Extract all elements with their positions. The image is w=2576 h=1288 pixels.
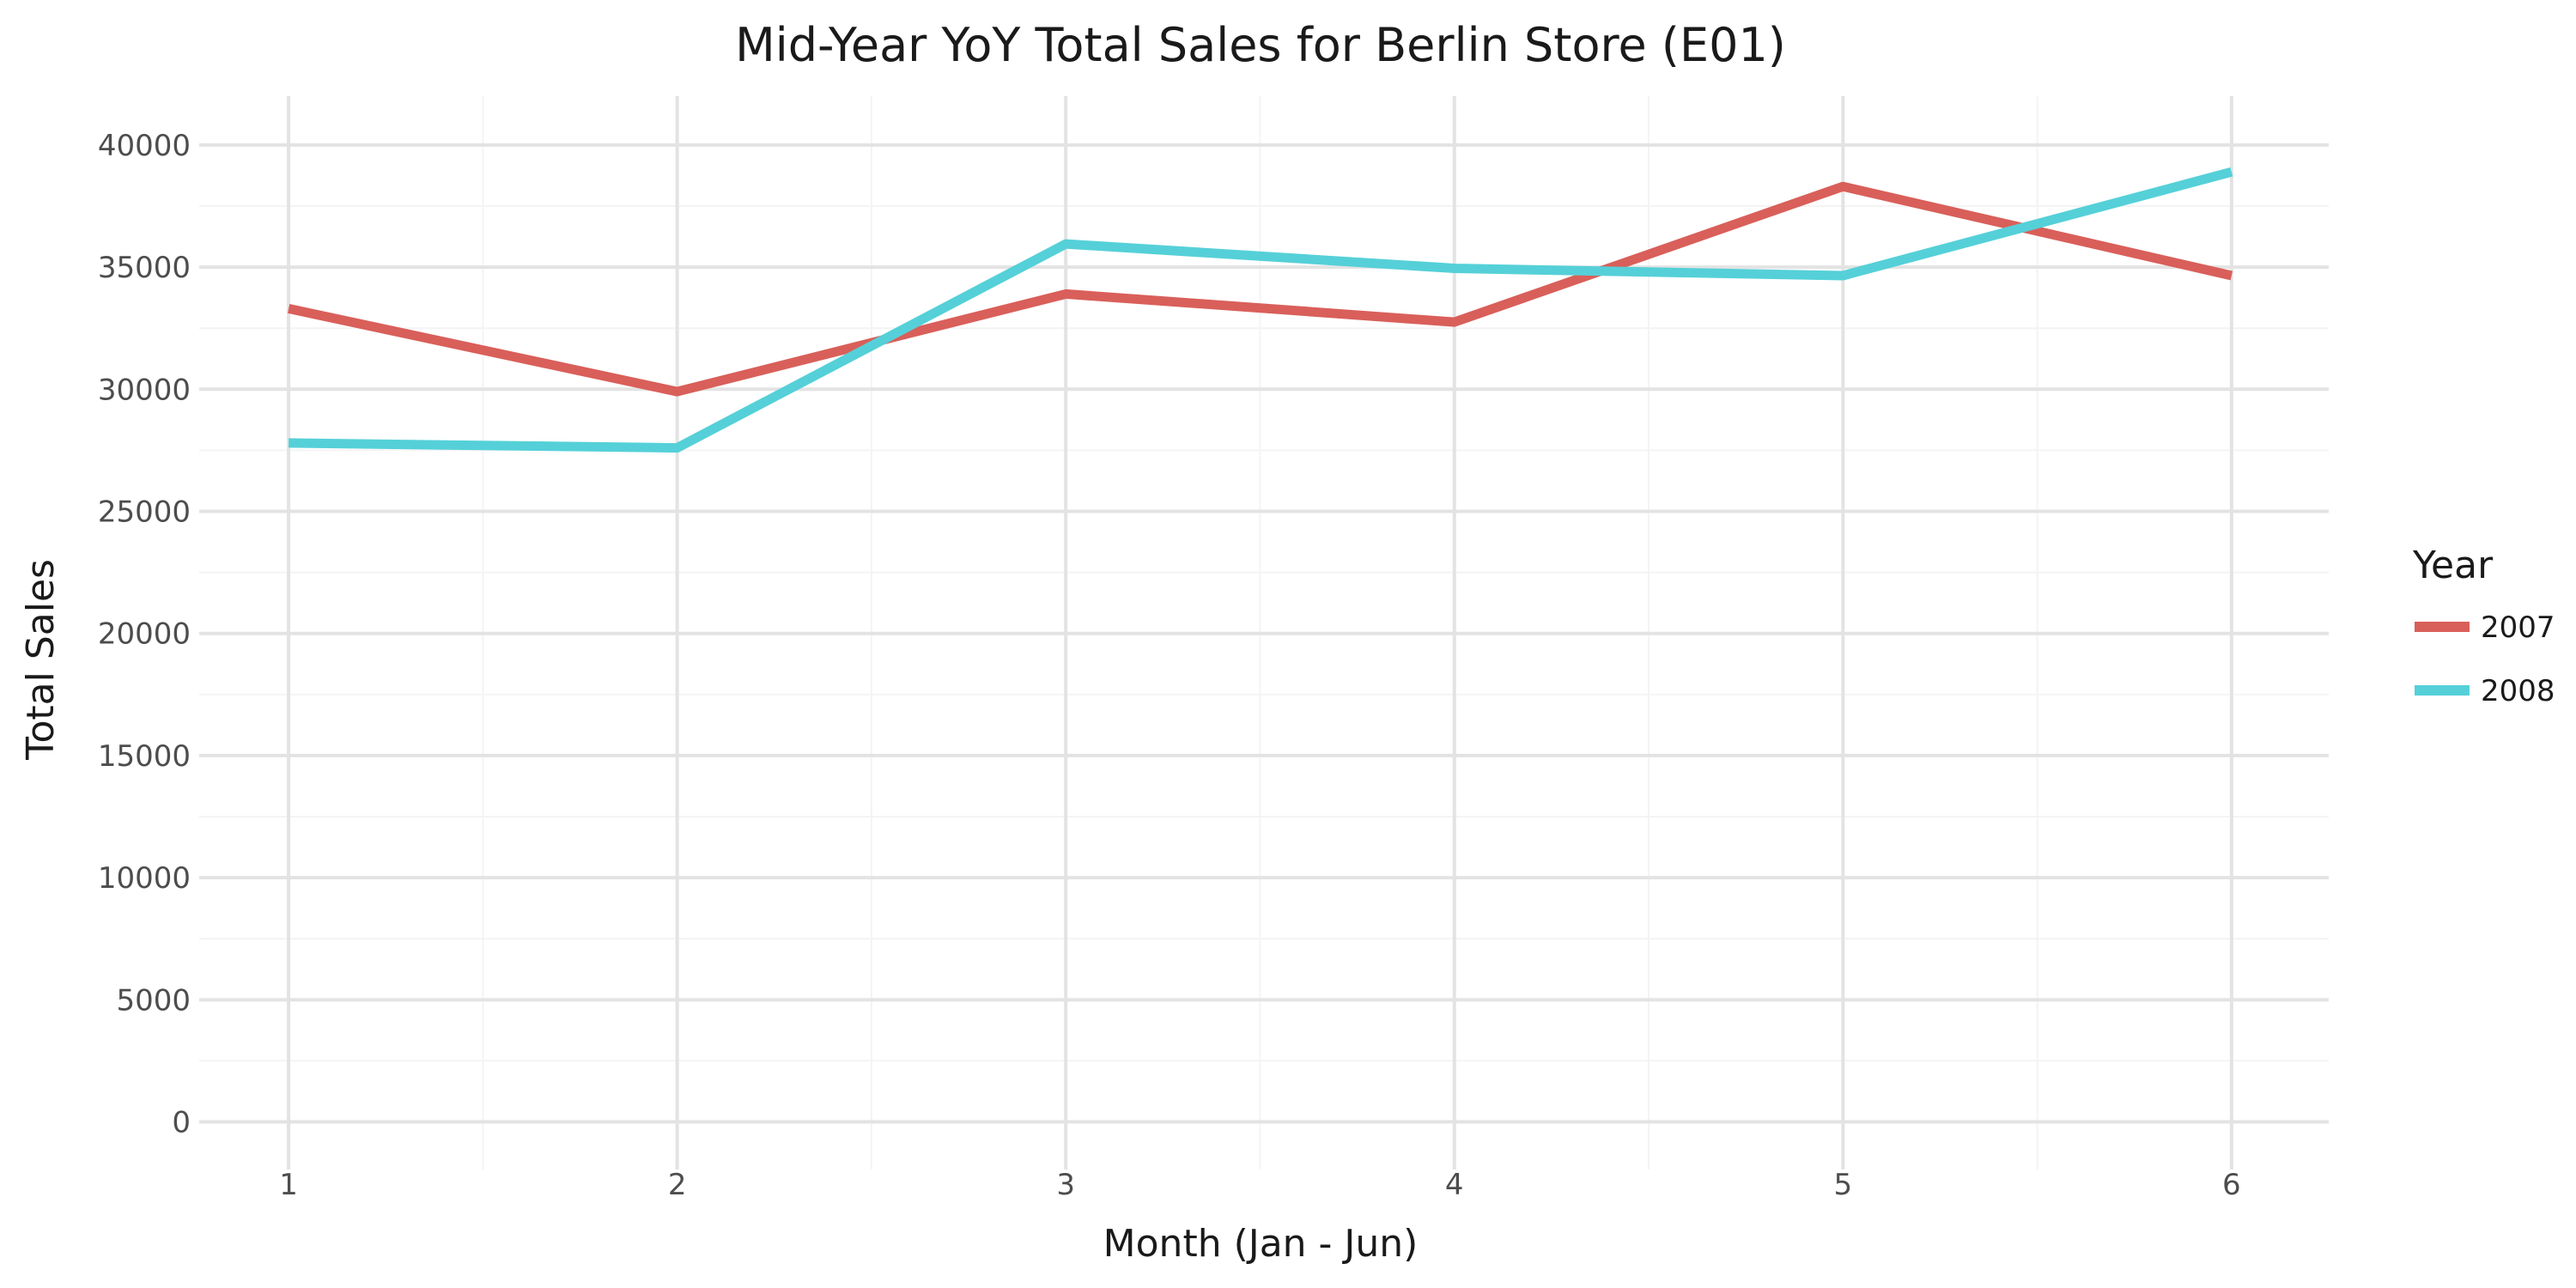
y-axis-label: Total Sales <box>19 559 63 761</box>
x-tick-label: 6 <box>2222 1168 2241 1202</box>
x-tick-label: 3 <box>1056 1168 1075 1202</box>
legend-label-2008: 2008 <box>2481 674 2555 708</box>
y-tick-label: 40000 <box>98 129 191 163</box>
legend-label-2007: 2007 <box>2481 611 2555 645</box>
y-tick-label: 30000 <box>98 373 191 407</box>
y-tick-label: 10000 <box>98 861 191 896</box>
series-line-2008 <box>289 167 2233 453</box>
y-tick-label: 35000 <box>98 251 191 285</box>
series-lines <box>287 167 2233 453</box>
legend-title: Year <box>2412 544 2494 587</box>
y-tick-label: 0 <box>172 1106 191 1140</box>
x-tick-label: 2 <box>668 1168 687 1202</box>
y-tick-label: 5000 <box>116 983 191 1018</box>
x-axis-ticks: 1 2 3 4 5 6 <box>279 1168 2240 1202</box>
x-axis-label: Month (Jan - Jun) <box>1103 1222 1419 1266</box>
y-tick-label: 25000 <box>98 495 191 530</box>
x-tick-label: 5 <box>1833 1168 1852 1202</box>
series-line-2007 <box>287 181 2233 397</box>
y-tick-label: 15000 <box>98 739 191 774</box>
y-axis-ticks: 0 5000 10000 15000 20000 25000 30000 35000 40000 <box>98 129 191 1140</box>
legend: Year 2007 2008 <box>2412 544 2555 708</box>
legend-items: 2007 2008 <box>2415 611 2555 708</box>
x-tick-label: 1 <box>279 1168 298 1202</box>
x-tick-label: 4 <box>1445 1168 1464 1202</box>
chart-title: Mid-Year YoY Total Sales for Berlin Stor… <box>735 18 1786 72</box>
y-tick-label: 20000 <box>98 617 191 652</box>
